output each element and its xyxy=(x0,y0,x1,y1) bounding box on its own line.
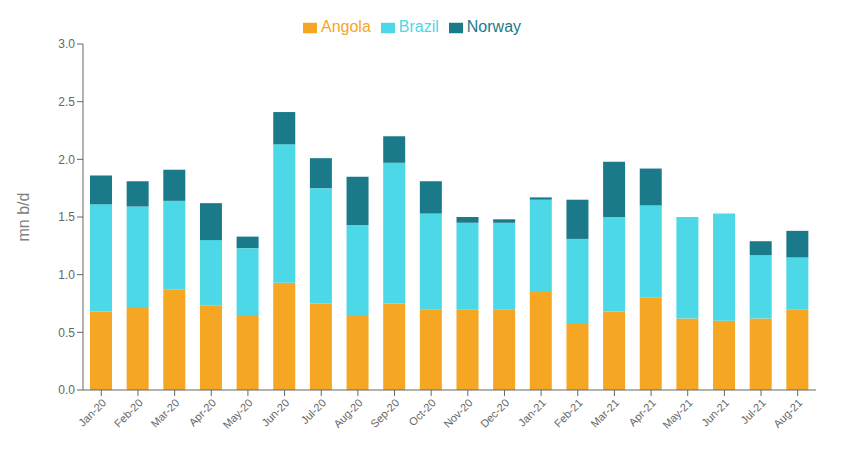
svg-text:May-21: May-21 xyxy=(660,396,694,430)
svg-text:Feb-21: Feb-21 xyxy=(552,396,585,429)
svg-text:Nov-20: Nov-20 xyxy=(441,396,475,430)
svg-text:2.5: 2.5 xyxy=(58,95,75,109)
svg-text:0.0: 0.0 xyxy=(58,383,75,397)
html-text:Norway: Norway xyxy=(466,18,521,35)
svg-text:2.0: 2.0 xyxy=(58,153,75,167)
svg-text:mn b/d: mn b/d xyxy=(15,193,32,242)
svg-text:0.5: 0.5 xyxy=(58,326,75,340)
svg-text:Aug-21: Aug-21 xyxy=(771,396,805,430)
svg-text:Jul-21: Jul-21 xyxy=(738,396,768,426)
svg-text:Jun-20: Jun-20 xyxy=(259,396,291,428)
html-text:Brazil: Brazil xyxy=(398,18,439,35)
svg-text:Mar-21: Mar-21 xyxy=(588,396,621,429)
svg-text:1.0: 1.0 xyxy=(58,268,75,282)
svg-text:Oct-20: Oct-20 xyxy=(406,396,438,428)
svg-text:Sep-20: Sep-20 xyxy=(368,396,402,430)
svg-text:May-20: May-20 xyxy=(220,396,254,430)
svg-text:Apr-21: Apr-21 xyxy=(626,396,658,428)
svg-text:Dec-20: Dec-20 xyxy=(478,396,512,430)
svg-text:Jan-21: Jan-21 xyxy=(516,396,548,428)
svg-text:Aug-20: Aug-20 xyxy=(331,396,365,430)
svg-text:1.5: 1.5 xyxy=(58,210,75,224)
svg-text:Jul-20: Jul-20 xyxy=(298,396,328,426)
svg-text:Apr-20: Apr-20 xyxy=(186,396,218,428)
html-text:Angola: Angola xyxy=(321,18,371,35)
svg-text:Mar-20: Mar-20 xyxy=(148,396,181,429)
svg-text:Feb-20: Feb-20 xyxy=(112,396,145,429)
svg-text:Jun-21: Jun-21 xyxy=(699,396,731,428)
svg-text:Jan-20: Jan-20 xyxy=(76,396,108,428)
svg-text:3.0: 3.0 xyxy=(58,37,75,51)
